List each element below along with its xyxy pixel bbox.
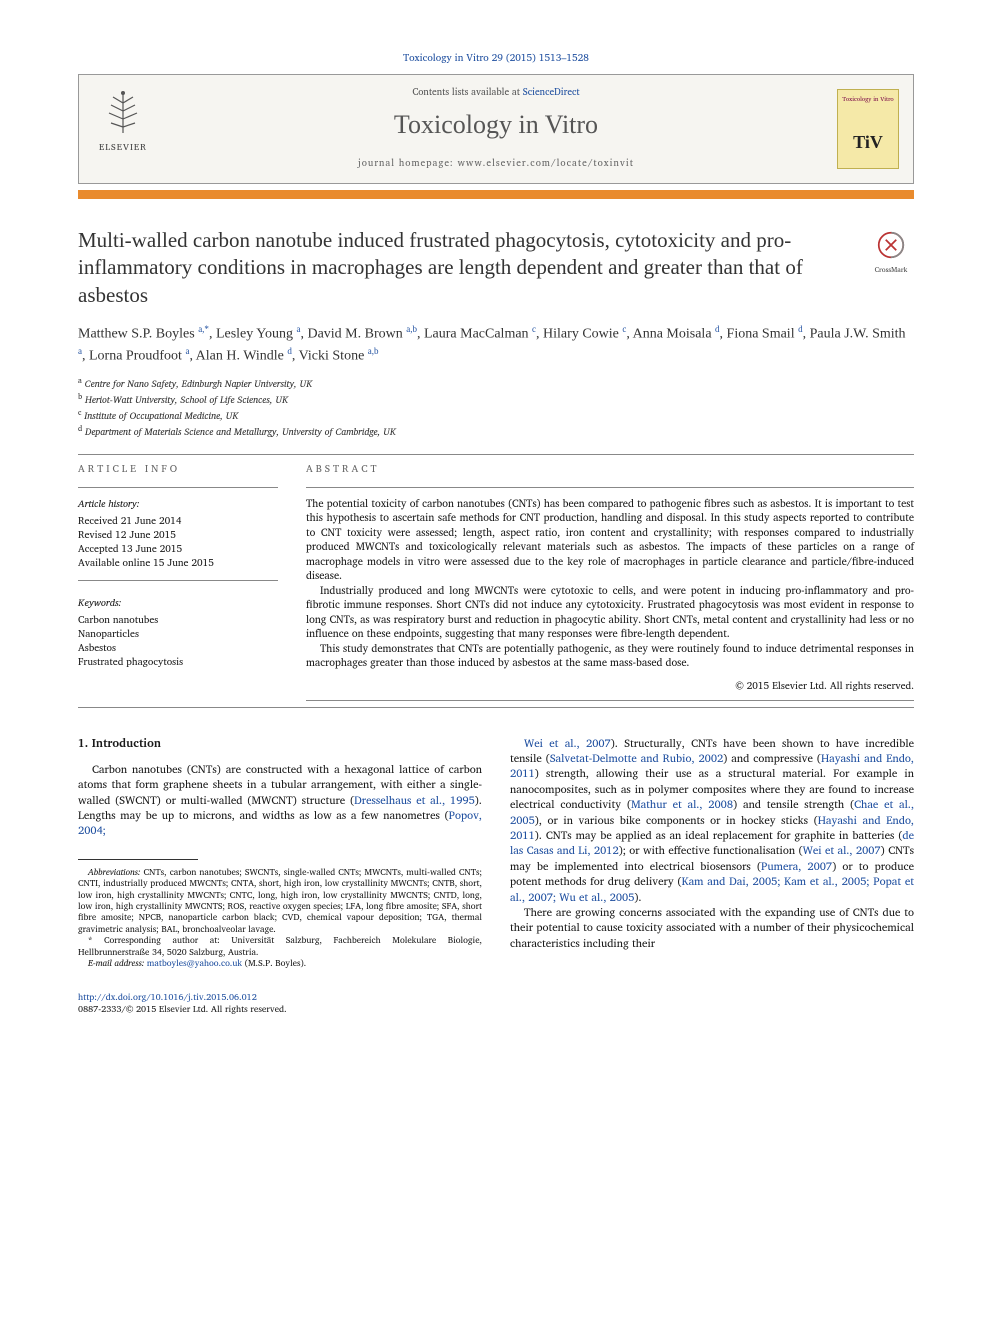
email-suffix: (M.S.P. Boyles). xyxy=(242,955,306,970)
info-divider xyxy=(78,580,278,581)
footnote-divider xyxy=(78,859,198,860)
abstract-divider xyxy=(306,700,914,701)
abstract-text: The potential toxicity of carbon nanotub… xyxy=(306,496,914,670)
body-column-left: 1. Introduction Carbon nanotubes (CNTs) … xyxy=(78,736,482,969)
crossmark-label: CrossMark xyxy=(868,265,914,276)
cover-mark: TiV xyxy=(838,132,898,153)
abstract-column: ABSTRACT The potential toxicity of carbo… xyxy=(306,461,914,701)
email-label: E-mail address: xyxy=(88,955,147,970)
crossmark-badge[interactable]: CrossMark xyxy=(868,231,914,276)
abbreviations-footnote: Abbreviations: CNTs, carbon nanotubes; S… xyxy=(78,866,482,935)
intro-paragraph: There are growing concerns associated wi… xyxy=(510,905,914,951)
abstract-copyright: © 2015 Elsevier Ltd. All rights reserved… xyxy=(306,678,914,694)
history-label: Article history: xyxy=(78,496,278,512)
sciencedirect-link[interactable]: ScienceDirect xyxy=(523,85,580,100)
contents-available-line: Contents lists available at ScienceDirec… xyxy=(79,85,913,100)
author-list: Matthew S.P. Boyles a,*, Lesley Young a,… xyxy=(78,323,914,366)
section-divider xyxy=(78,707,914,708)
running-head-citation: Toxicology in Vitro 29 (2015) 1513–1528 xyxy=(78,50,914,66)
corresponding-author-footnote: * Corresponding author at: Universität S… xyxy=(78,934,482,957)
abstract-heading: ABSTRACT xyxy=(306,461,914,477)
keywords-label: Keywords: xyxy=(78,595,278,611)
email-footnote: E-mail address: matboyles@yahoo.co.uk (M… xyxy=(78,957,482,968)
info-divider xyxy=(78,487,278,488)
article-title: Multi-walled carbon nanotube induced fru… xyxy=(78,227,818,309)
intro-paragraph: Wei et al., 2007). Structurally, CNTs ha… xyxy=(510,736,914,905)
affiliation-list: a Centre for Nano Safety, Edinburgh Napi… xyxy=(78,376,914,440)
section-divider xyxy=(78,454,914,455)
crossmark-icon xyxy=(877,231,905,259)
journal-title: Toxicology in Vitro xyxy=(79,110,913,140)
abstract-divider xyxy=(306,487,914,488)
accent-bar xyxy=(78,190,914,199)
doi-footer: http://dx.doi.org/10.1016/j.tiv.2015.06.… xyxy=(78,991,914,1015)
intro-paragraph: Carbon nanotubes (CNTs) are constructed … xyxy=(78,762,482,839)
intro-heading: 1. Introduction xyxy=(78,736,482,752)
issn-copyright: 0887-2333/© 2015 Elsevier Ltd. All right… xyxy=(78,1003,914,1015)
cover-small-title: Toxicology in Vitro xyxy=(838,90,898,104)
keyword-list: Carbon nanotubesNanoparticlesAsbestosFru… xyxy=(78,613,278,669)
contents-prefix: Contents lists available at xyxy=(412,85,522,100)
article-info-column: ARTICLE INFO Article history: Received 2… xyxy=(78,461,278,701)
abbrev-text: CNTs, carbon nanotubes; SWCNTs, single-w… xyxy=(78,864,482,936)
elsevier-wordmark: ELSEVIER xyxy=(93,139,153,154)
journal-homepage: journal homepage: www.elsevier.com/locat… xyxy=(79,156,913,171)
body-column-right: Wei et al., 2007). Structurally, CNTs ha… xyxy=(510,736,914,969)
elsevier-tree-icon xyxy=(99,89,147,137)
journal-cover-thumbnail: Toxicology in Vitro TiV xyxy=(837,89,899,169)
email-link[interactable]: matboyles@yahoo.co.uk xyxy=(147,955,242,970)
article-info-heading: ARTICLE INFO xyxy=(78,461,278,477)
history-list: Received 21 June 2014Revised 12 June 201… xyxy=(78,514,278,570)
elsevier-logo: ELSEVIER xyxy=(93,89,153,169)
journal-header: ELSEVIER Contents lists available at Sci… xyxy=(78,74,914,184)
